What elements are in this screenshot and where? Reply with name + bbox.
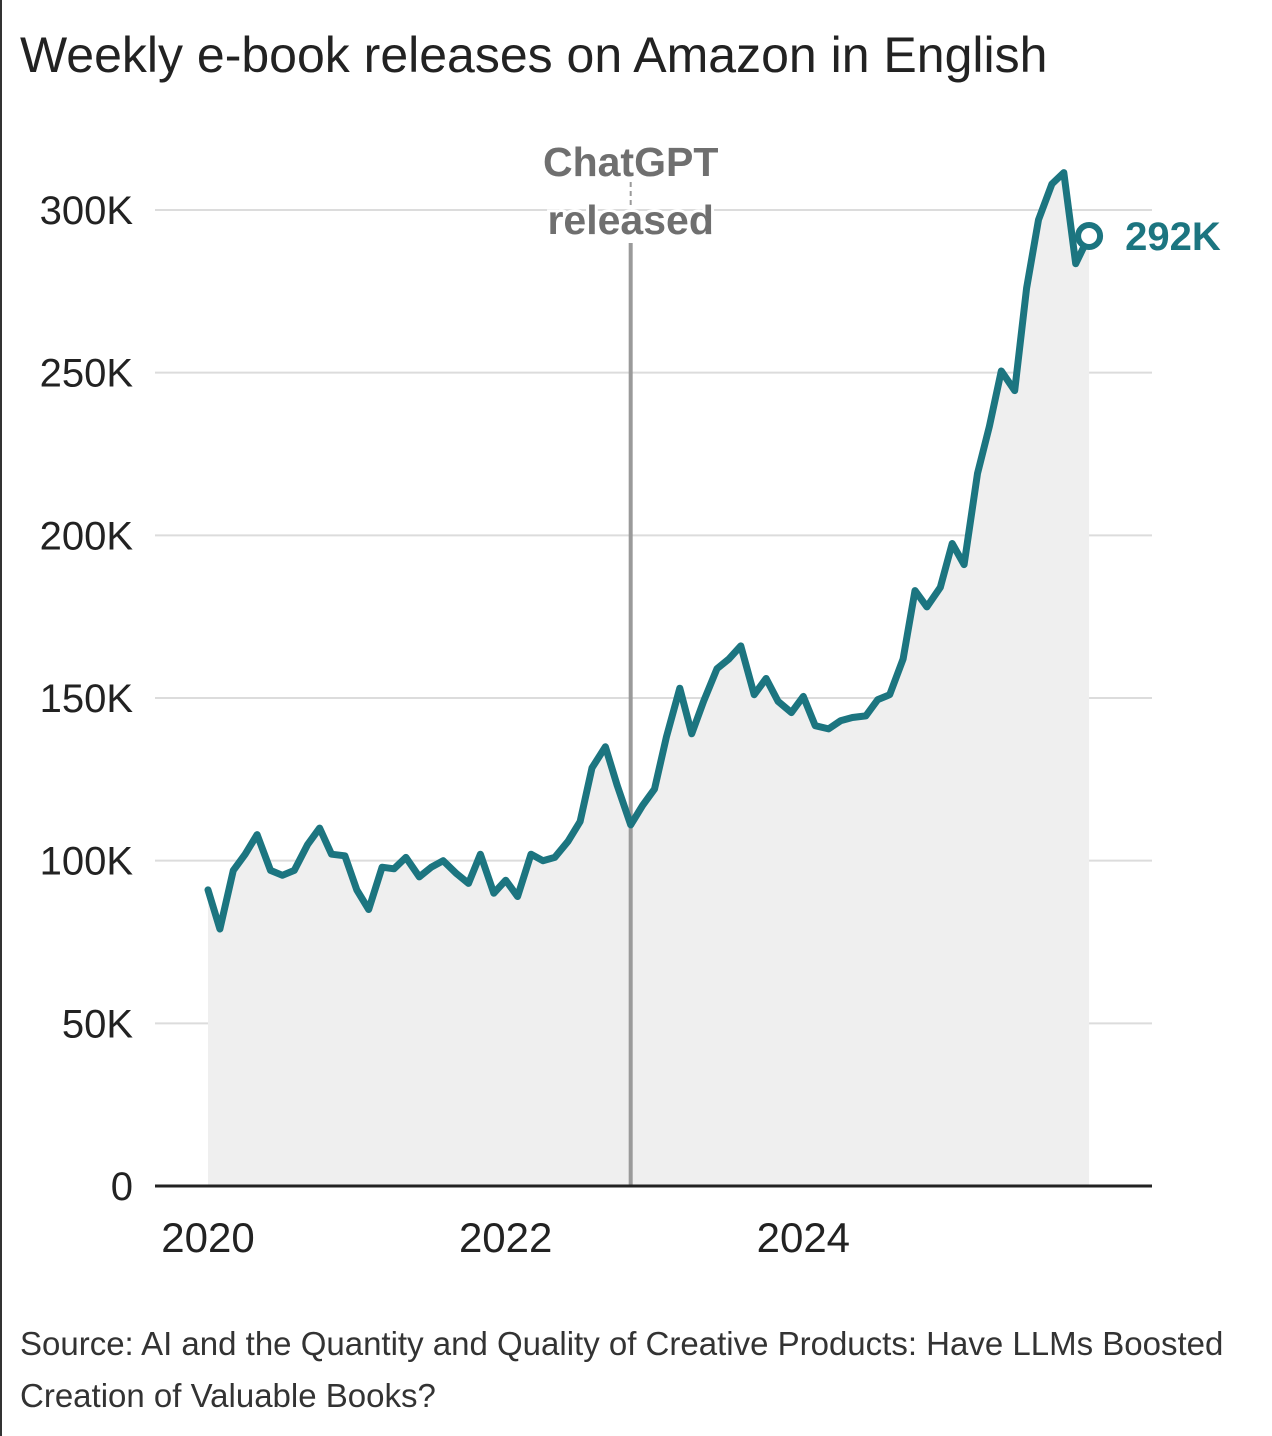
end-point-marker bbox=[1075, 222, 1104, 251]
y-tick-label: 50K bbox=[62, 1002, 133, 1046]
y-tick-label: 200K bbox=[40, 514, 134, 558]
x-tick-label: 2024 bbox=[757, 1214, 850, 1261]
annotation-label-line2: released bbox=[547, 197, 713, 243]
y-tick-label: 300K bbox=[40, 189, 134, 233]
y-tick-label: 100K bbox=[40, 840, 134, 884]
y-axis-ticks: 0 50K 100K 150K 200K 250K 300K bbox=[40, 189, 134, 1209]
y-tick-label: 250K bbox=[40, 352, 134, 396]
source-note: Source: AI and the Quantity and Quality … bbox=[20, 1325, 1224, 1414]
y-tick-label: 150K bbox=[40, 677, 134, 721]
area-fill bbox=[208, 172, 1090, 1187]
chart-title: Weekly e-book releases on Amazon in Engl… bbox=[20, 27, 1048, 83]
chart-plot: 0 50K 100K 150K 200K 250K 300K ChatGPT release… bbox=[39, 139, 1221, 1261]
annotation-label-line1: ChatGPT bbox=[543, 139, 718, 185]
end-value-label: 292K bbox=[1125, 215, 1221, 259]
x-tick-label: 2020 bbox=[161, 1214, 254, 1261]
x-axis-ticks: 2020 2022 2024 bbox=[161, 1214, 850, 1261]
x-tick-label: 2022 bbox=[459, 1214, 552, 1261]
left-border bbox=[0, 0, 2, 1436]
y-tick-label: 0 bbox=[111, 1165, 133, 1209]
series-line bbox=[204, 169, 1093, 933]
